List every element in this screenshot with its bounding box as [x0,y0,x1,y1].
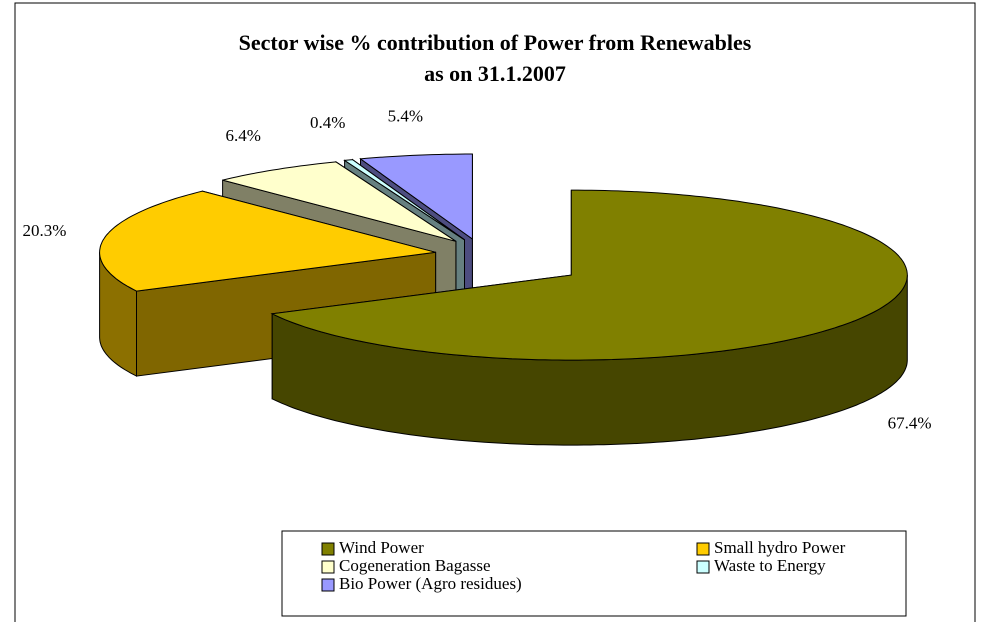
slice [359,153,473,240]
data-label: 0.4% [310,113,345,132]
data-label: 67.4% [888,413,932,432]
legend-label: Wind Power [339,538,424,557]
slice [222,161,457,242]
legend-box [281,530,907,617]
legend-label: Bio Power (Agro residues) [339,574,522,593]
data-label: 5.4% [388,106,423,125]
slice [99,190,436,292]
chart-title: Sector wise % contribution of Power from… [239,30,752,55]
legend-swatch [321,560,335,574]
legend-swatch [321,542,335,556]
data-label: 6.4% [226,126,261,145]
pie [99,153,908,446]
legend-label: Small hydro Power [714,538,846,557]
data-label: 20.3% [23,221,67,240]
legend-swatch [321,578,335,592]
legend-label: Cogeneration Bagasse [339,556,491,575]
legend-swatch [696,560,710,574]
slice [270,189,908,361]
legend-swatch [696,542,710,556]
slice [343,159,465,241]
chart-title: as on 31.1.2007 [424,61,566,86]
legend-label: Waste to Energy [714,556,826,575]
